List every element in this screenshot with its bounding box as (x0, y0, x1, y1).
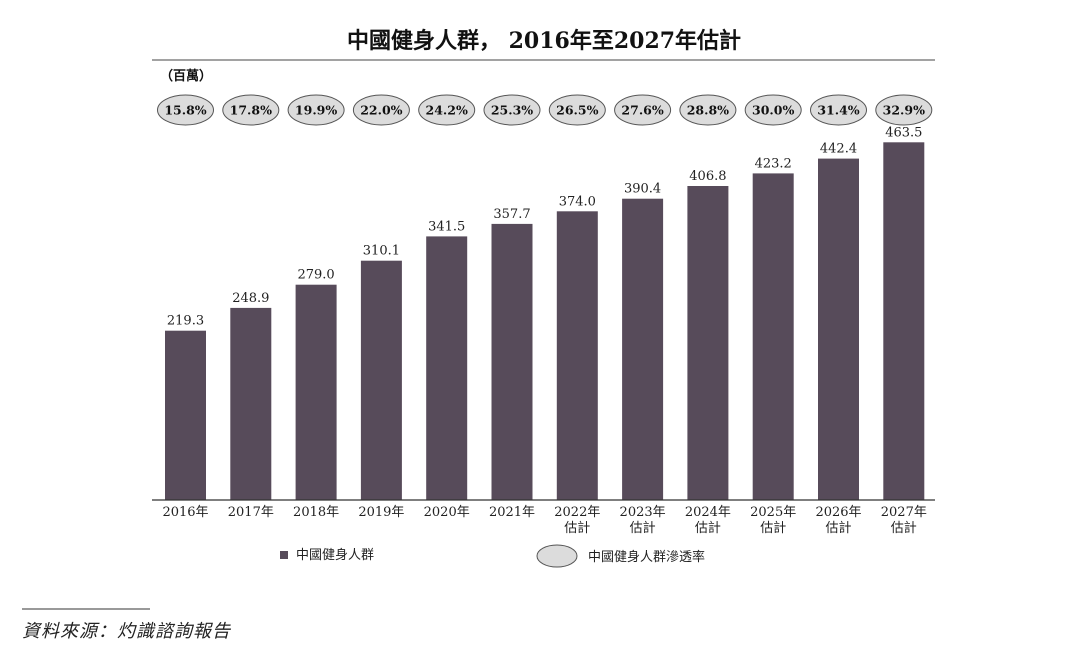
x-tick-label: 估計 (825, 520, 851, 536)
bar-12 (883, 142, 925, 501)
legend-swatch-bar (280, 551, 288, 559)
x-tick-label: 2019年 (358, 505, 404, 520)
rate-ellipse-10 (744, 94, 802, 126)
x-tick-label: 2022年 (554, 505, 600, 520)
x-tick-label: 估計 (564, 520, 590, 536)
bar-value-label: 219.3 (167, 314, 204, 329)
unit-label: （百萬） (160, 68, 212, 84)
bar-8 (622, 198, 664, 500)
rate-ellipse-12 (875, 94, 933, 126)
x-axis-tick-labels: 2016年 2017年 2018年 2019年 2020年 2021年 2022年估計202… (162, 505, 926, 536)
bar-value-label: 442.4 (820, 142, 857, 157)
rate-value-label: 19.9% (295, 103, 337, 118)
x-tick-label: 2018年 (293, 505, 339, 520)
rate-value-label: 24.2% (426, 103, 468, 118)
bar-7 (556, 211, 598, 501)
rate-ellipse-8 (614, 94, 672, 126)
x-tick-label: 2026年 (815, 505, 861, 520)
bar-value-label: 248.9 (232, 291, 269, 306)
bar-9 (687, 186, 729, 500)
bar-1 (165, 330, 206, 500)
value-labels: 219.3 248.9 279.0 310.1 341.5 357.7 374.0 390.4… (167, 125, 923, 328)
bar-value-label: 279.0 (297, 268, 334, 283)
rate-ellipse-11 (810, 94, 867, 126)
x-tick-label: 估計 (630, 520, 656, 536)
bar-value-label: 406.8 (689, 169, 726, 184)
x-tick-label: 2025年 (750, 505, 796, 520)
legend-label-penetration: 中國健身人群滲透率 (588, 549, 705, 565)
bar-4 (360, 260, 402, 500)
penetration-rate-row: 15.8% 17.8% 19.9% 22.0% 24.2% 25.3% 26.5% 27.6%… (157, 94, 933, 126)
rate-ellipse-1 (157, 94, 214, 126)
x-tick-label: 2020年 (424, 505, 470, 520)
source-note: 資料來源：灼識諮詢報告 (22, 621, 232, 642)
bar-value-label: 390.4 (624, 182, 661, 197)
chart-title: 中國健身人群， 2016年至2027年估計 (347, 28, 741, 54)
x-tick-label: 2017年 (228, 505, 274, 520)
legend-label-population: 中國健身人群 (296, 547, 374, 563)
bar-value-label: 463.5 (885, 125, 922, 140)
rate-value-label: 28.8% (687, 103, 729, 118)
rate-ellipse-6 (483, 94, 541, 126)
bar-value-label: 341.5 (428, 219, 465, 234)
rate-value-label: 17.8% (230, 103, 272, 118)
rate-value-label: 26.5% (556, 103, 598, 118)
rate-ellipse-2 (222, 94, 280, 126)
x-tick-label: 估計 (891, 520, 917, 536)
rate-ellipse-5 (418, 94, 476, 126)
bar-value-label: 374.0 (559, 194, 596, 209)
legend-item-population: 中國健身人群 (280, 547, 374, 563)
bar-2 (230, 307, 272, 500)
bar-value-label: 423.2 (755, 156, 792, 171)
x-tick-label: 2023年 (620, 505, 666, 520)
rate-ellipse-4 (352, 94, 410, 126)
bar-3 (295, 284, 337, 500)
rate-ellipse-7 (548, 94, 606, 126)
rate-value-label: 25.3% (491, 103, 533, 118)
bar-10 (752, 173, 794, 500)
bar-value-label: 357.7 (493, 207, 530, 222)
rate-value-label: 15.8% (164, 103, 206, 118)
bar-11 (818, 158, 859, 500)
rate-value-label: 27.6% (621, 103, 663, 118)
legend: 中國健身人群 中國健身人群滲透率 (280, 544, 705, 568)
x-tick-label: 2027年 (881, 505, 927, 520)
rate-ellipse-3 (287, 94, 345, 126)
x-tick-label: 估計 (695, 520, 721, 536)
bar-6 (491, 223, 533, 500)
bar-value-label: 310.1 (363, 244, 400, 259)
x-tick-label: 2021年 (489, 505, 535, 520)
rate-value-label: 32.9% (883, 103, 925, 118)
x-tick-label: 估計 (760, 520, 786, 536)
rate-value-label: 31.4% (817, 103, 859, 118)
x-tick-label: 2016年 (162, 505, 208, 520)
legend-swatch-ellipse (536, 544, 578, 568)
x-tick-label: 2024年 (685, 505, 731, 520)
rate-value-label: 22.0% (360, 103, 402, 118)
bar-series (165, 142, 925, 501)
bar-5 (426, 236, 468, 500)
rate-value-label: 30.0% (752, 103, 794, 118)
legend-item-penetration: 中國健身人群滲透率 (536, 544, 705, 568)
rate-ellipse-9 (679, 94, 737, 126)
